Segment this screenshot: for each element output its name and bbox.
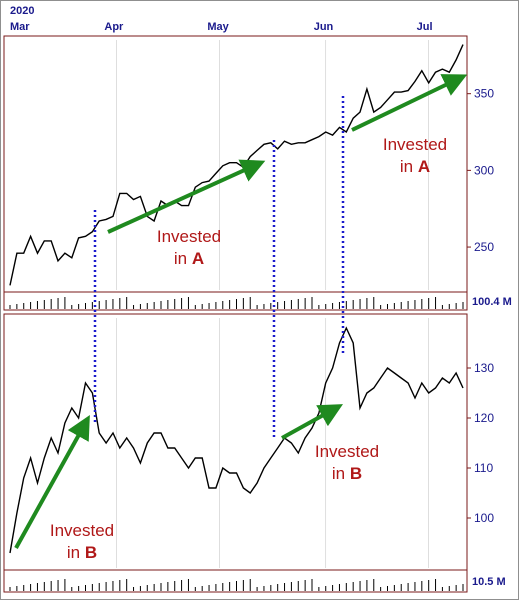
annotation-b-2-in: in — [332, 464, 345, 483]
y-tick-label-100: 100 — [474, 511, 494, 525]
bottom-volume-strip: 10.5 M — [3, 569, 506, 593]
month-label-apr: Apr — [104, 21, 124, 33]
y-tick-label-110: 110 — [474, 461, 493, 475]
annotation-b-2-line1: Invested — [315, 442, 379, 461]
annotation-b-1: Invested in B — [50, 521, 114, 562]
annotation-b-2-line2: in B — [332, 464, 362, 483]
y-tick-label-250: 250 — [474, 240, 494, 254]
annotation-b-2: Invested in B — [315, 442, 379, 483]
arrow-b-2 — [281, 404, 343, 440]
annotation-a-2-line1: Invested — [383, 135, 447, 154]
annotation-b-1-in: in — [67, 543, 80, 562]
y-tick-label-130: 130 — [474, 361, 494, 375]
top-gridlines — [116, 40, 429, 290]
month-label-may: May — [207, 21, 229, 33]
year-label: 2020 — [10, 5, 34, 17]
arrow-a-2 — [351, 74, 468, 132]
bottom-volume-label: 10.5 M — [472, 576, 506, 588]
y-tick-label-350: 350 — [474, 87, 494, 101]
switch-connectors — [93, 96, 345, 440]
month-label-jul: Jul — [417, 21, 433, 33]
annotation-a-2-letter: A — [418, 157, 430, 176]
annotation-b-1-letter: B — [85, 543, 97, 562]
annotation-a-2-line2: in A — [400, 157, 430, 176]
arrow-b-1 — [14, 415, 90, 549]
top-volume-label: 100.4 M — [472, 296, 512, 308]
y-tick-label-300: 300 — [474, 163, 494, 177]
annotation-b-1-line1: Invested — [50, 521, 114, 540]
annotation-a-1-in: in — [174, 249, 187, 268]
annotation-a-2: Invested in A — [383, 135, 447, 176]
trend-arrows — [14, 74, 468, 549]
top-price-line — [9, 44, 464, 286]
bottom-volume-border — [3, 569, 468, 593]
top-volume-strip: 100.4 M — [3, 291, 512, 311]
y-tick-label-120: 120 — [474, 411, 494, 425]
top-volume-border — [3, 291, 468, 311]
annotation-a-1-letter: A — [192, 249, 204, 268]
month-axis: 2020 Mar Apr May Jun Jul — [10, 5, 433, 33]
bottom-price-line — [9, 326, 464, 554]
bottom-gridlines — [116, 318, 429, 568]
arrow-a-1 — [107, 159, 266, 234]
annotation-a-1: Invested in A — [157, 227, 221, 268]
annotation-a-2-in: in — [400, 157, 413, 176]
top-volume-bars — [9, 297, 464, 309]
bottom-volume-bars — [9, 579, 464, 591]
annotation-b-2-letter: B — [350, 464, 362, 483]
annotation-a-1-line1: Invested — [157, 227, 221, 246]
bottom-y-axis: 100 110 120 130 — [467, 361, 494, 525]
top-y-axis: 250 300 350 — [467, 87, 494, 254]
annotation-a-1-line2: in A — [174, 249, 204, 268]
annotation-b-1-line2: in B — [67, 543, 97, 562]
month-label-mar: Mar — [10, 21, 30, 33]
month-label-jun: Jun — [314, 21, 334, 33]
